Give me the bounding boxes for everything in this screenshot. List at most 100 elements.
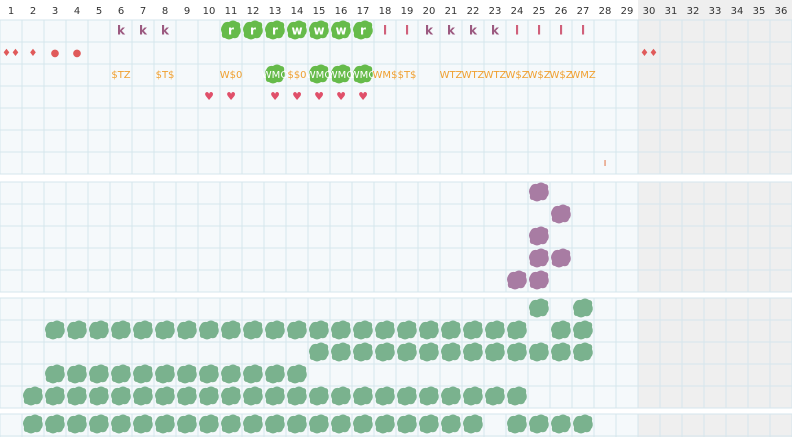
blob <box>397 320 417 340</box>
blob <box>529 226 549 246</box>
header-gray <box>726 0 748 20</box>
blob <box>155 414 175 434</box>
blob <box>529 270 549 290</box>
blob <box>551 248 571 268</box>
blob <box>397 342 417 362</box>
hearts-cell: ♥ <box>226 90 236 103</box>
codes-cell: $T$ <box>156 70 175 81</box>
column-header: 8 <box>162 6 168 17</box>
blob <box>441 342 461 362</box>
codes-cell: $$0 <box>287 70 306 81</box>
blob <box>507 414 527 434</box>
blob <box>265 20 285 40</box>
blob <box>529 182 549 202</box>
column-header: 1 <box>8 6 14 17</box>
hearts-cell: ♥ <box>336 90 346 103</box>
header-gray <box>748 0 770 20</box>
blob <box>419 386 439 406</box>
codes-cell: WMO <box>328 70 355 81</box>
column-header: 31 <box>665 6 678 17</box>
hearts-cell: ♥ <box>204 90 214 103</box>
blob <box>177 414 197 434</box>
blob <box>331 342 351 362</box>
blob <box>221 20 241 40</box>
blob <box>551 320 571 340</box>
column-header: 32 <box>687 6 700 17</box>
blob <box>221 320 241 340</box>
letters-cell: k <box>491 24 500 38</box>
blob <box>199 414 219 434</box>
blob <box>155 320 175 340</box>
letters-cell: w <box>335 24 346 38</box>
codes-cell: W$Z <box>505 70 528 81</box>
blob <box>331 414 351 434</box>
blob <box>573 320 593 340</box>
blob <box>45 364 65 384</box>
column-header: 19 <box>401 6 414 17</box>
letters-cell: l <box>515 24 519 38</box>
blob <box>177 364 197 384</box>
blob <box>309 320 329 340</box>
blob <box>441 414 461 434</box>
column-header: 25 <box>533 6 546 17</box>
blob <box>331 386 351 406</box>
drops-cell: ♦ <box>29 48 38 59</box>
column-header: 7 <box>140 6 146 17</box>
column-header: 18 <box>379 6 392 17</box>
blob <box>243 386 263 406</box>
blob <box>529 248 549 268</box>
codes-cell: WMO <box>350 70 377 81</box>
drops-cell: ● <box>51 48 60 59</box>
column-header: 15 <box>313 6 326 17</box>
blob <box>375 320 395 340</box>
hearts-cell: ♥ <box>270 90 280 103</box>
blob <box>133 320 153 340</box>
blob <box>573 414 593 434</box>
letters-cell: r <box>360 24 366 38</box>
letters-cell: l <box>383 24 387 38</box>
column-header: 33 <box>709 6 722 17</box>
blob <box>485 386 505 406</box>
blob <box>375 386 395 406</box>
column-header: 16 <box>335 6 348 17</box>
column-header: 2 <box>30 6 36 17</box>
letters-cell: r <box>228 24 234 38</box>
blob <box>529 342 549 362</box>
letters-cell: k <box>161 24 170 38</box>
column-header: 9 <box>184 6 190 17</box>
blob <box>221 386 241 406</box>
column-header: 6 <box>118 6 124 17</box>
letters-cell: k <box>139 24 148 38</box>
hearts-cell: ♥ <box>292 90 302 103</box>
blob <box>353 64 373 84</box>
section-gray <box>638 20 792 174</box>
codes-cell: W$Z <box>549 70 572 81</box>
codes-cell: WMO <box>262 70 289 81</box>
blob <box>67 320 87 340</box>
column-header: 11 <box>225 6 238 17</box>
ticks-cell: ı <box>603 156 606 169</box>
blob <box>529 298 549 318</box>
blob <box>265 64 285 84</box>
blob <box>419 414 439 434</box>
letters-cell: l <box>537 24 541 38</box>
codes-cell: WTZ <box>484 70 507 81</box>
letters-cell: k <box>117 24 126 38</box>
blob <box>397 386 417 406</box>
blob <box>309 64 329 84</box>
blob <box>573 342 593 362</box>
codes-cell: WM$ <box>373 70 398 81</box>
blob <box>89 414 109 434</box>
section-bg <box>0 20 638 174</box>
drops-cell: ♦♦ <box>2 48 20 59</box>
header-gray <box>638 0 660 20</box>
blob <box>45 320 65 340</box>
blob <box>45 386 65 406</box>
blob <box>309 414 329 434</box>
blob <box>507 342 527 362</box>
column-header: 13 <box>269 6 282 17</box>
blob <box>111 320 131 340</box>
column-header: 4 <box>74 6 80 17</box>
letters-cell: l <box>559 24 563 38</box>
